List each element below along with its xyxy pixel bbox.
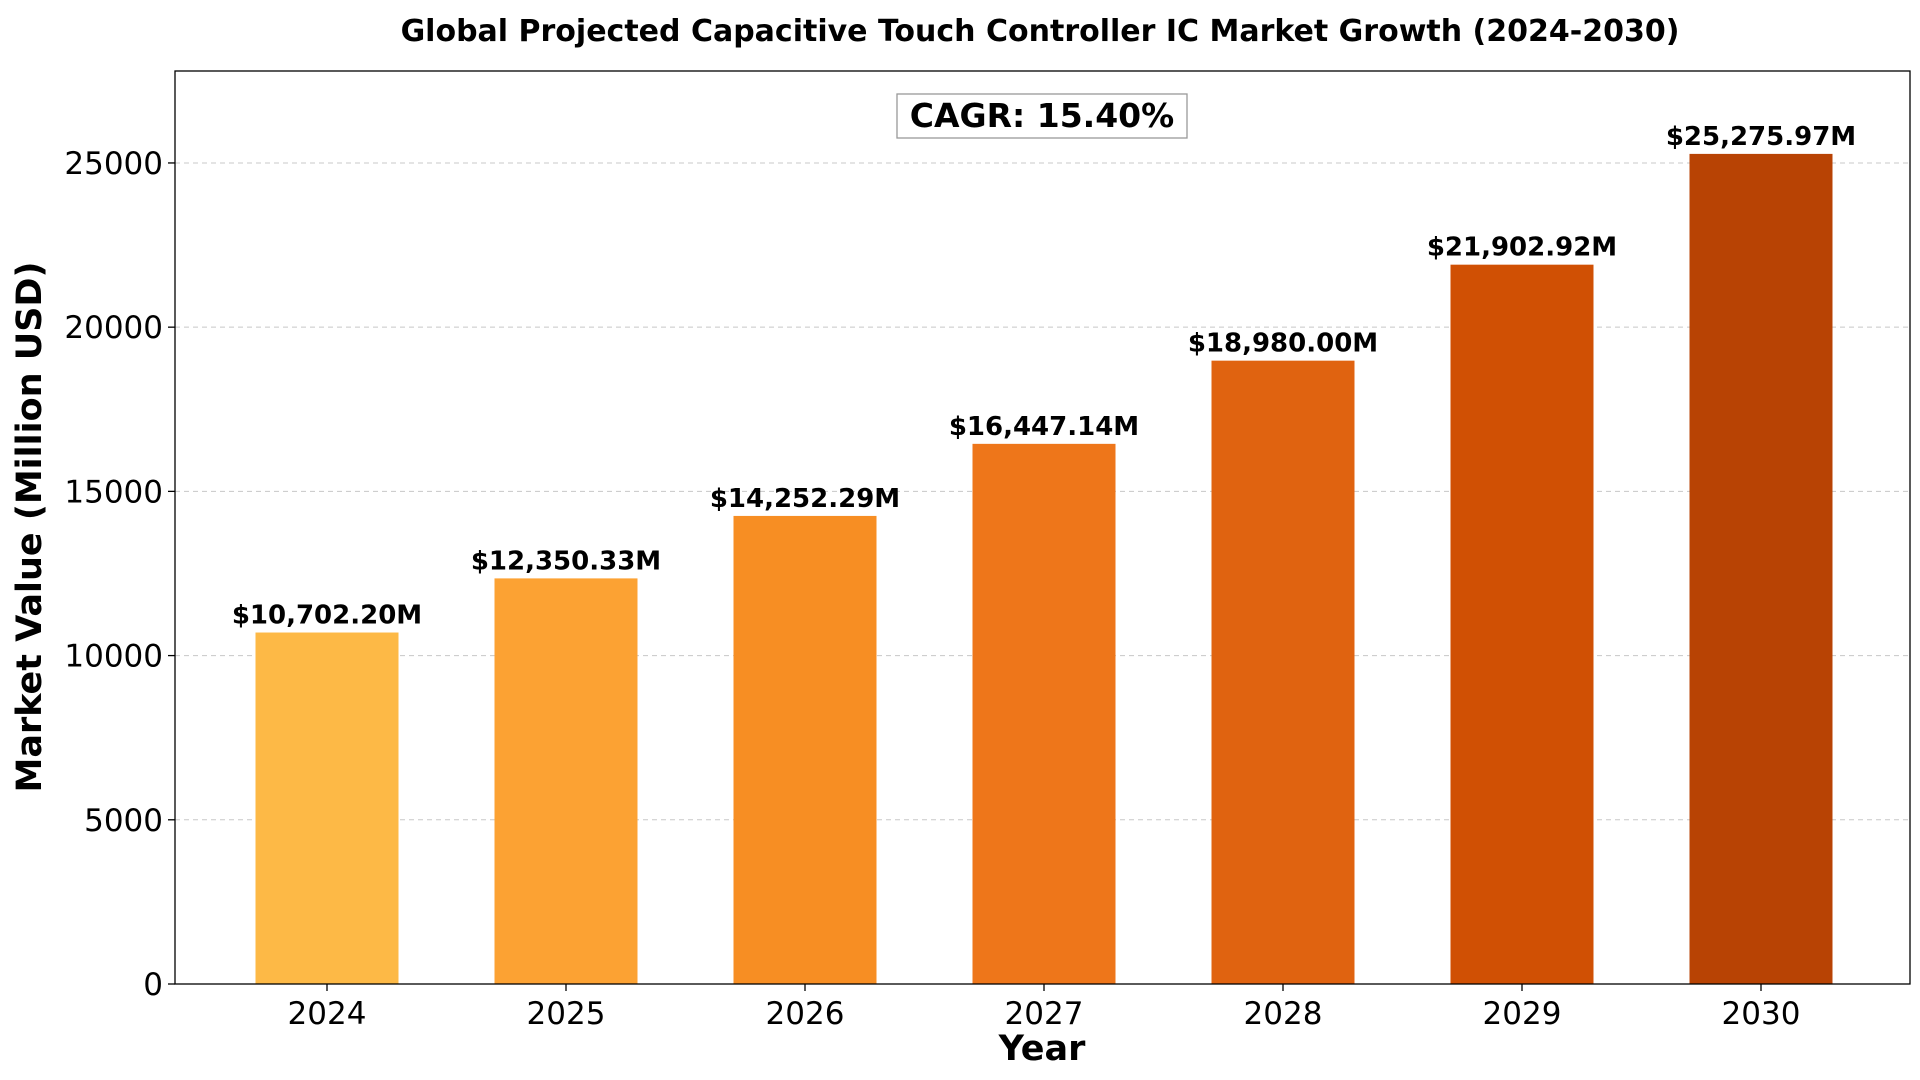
x-axis-label: Year xyxy=(998,1029,1086,1069)
x-tick-label: 2027 xyxy=(1005,996,1084,1032)
bar-value-label: $12,350.33M xyxy=(471,546,661,576)
bar-2024 xyxy=(255,632,399,984)
bars xyxy=(255,153,1833,985)
cagr-annotation-box xyxy=(896,93,1188,139)
bar-value-label: $18,980.00M xyxy=(1188,329,1378,359)
x-tick-label: 2026 xyxy=(766,996,845,1032)
y-tick-label: 5000 xyxy=(84,803,163,839)
bar-2030 xyxy=(1689,153,1833,985)
plot-frame xyxy=(174,70,1911,985)
x-tick-label: 2029 xyxy=(1483,996,1562,1032)
bar-2025 xyxy=(494,578,638,984)
bar-2028 xyxy=(1211,360,1355,984)
data-labels: $10,702.20M $12,350.33M $14,252.29M $16,447… xyxy=(232,122,1856,631)
y-axis-ticks: 0 5000 10000 15000 20000 25000 xyxy=(64,146,175,1003)
x-tick-label: 2028 xyxy=(1244,996,1323,1032)
y-tick-label: 20000 xyxy=(64,310,163,346)
y-tick-label: 15000 xyxy=(64,474,163,510)
cagr-annotation: CAGR: 15.40% xyxy=(896,93,1188,139)
y-axis-label: Market Value (Million USD) xyxy=(10,262,50,793)
bar-2029 xyxy=(1450,264,1594,984)
bar-value-label: $16,447.14M xyxy=(949,412,1139,442)
bar-2027 xyxy=(972,443,1116,984)
x-axis-ticks: 2024 2025 2026 2027 2028 2029 2030 xyxy=(288,984,1801,1032)
bar-value-label: $14,252.29M xyxy=(710,484,900,514)
y-tick-label: 0 xyxy=(143,967,163,1003)
y-tick-label: 25000 xyxy=(64,146,163,182)
chart-title: Global Projected Capacitive Touch Contro… xyxy=(401,14,1680,49)
cagr-annotation-text: CAGR: 15.40% xyxy=(910,96,1174,135)
x-tick-label: 2024 xyxy=(288,996,367,1032)
x-tick-label: 2030 xyxy=(1722,996,1801,1032)
bar-value-label: $25,275.97M xyxy=(1666,122,1856,152)
bar-value-label: $21,902.92M xyxy=(1427,233,1617,263)
x-tick-label: 2025 xyxy=(527,996,606,1032)
bar-2026 xyxy=(733,515,877,984)
bar-value-label: $10,702.20M xyxy=(232,601,422,631)
y-tick-label: 10000 xyxy=(64,639,163,675)
